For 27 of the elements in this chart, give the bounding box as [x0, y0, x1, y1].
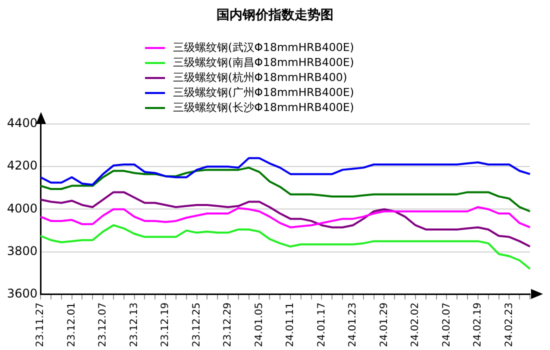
y-tick-label: 4400: [6, 116, 38, 130]
legend-label: 三级螺纹钢(长沙Φ18mmHRB400E): [173, 100, 354, 115]
legend-label: 三级螺纹钢(南昌Φ18mmHRB400E): [173, 55, 354, 70]
legend-label: 三级螺纹钢(广州Φ18mmHRB400E): [173, 85, 354, 100]
x-tick-label: 23.12.01: [66, 302, 78, 347]
x-tick-label: 24.01.29: [378, 302, 390, 347]
x-tick-label: 24.01.17: [316, 302, 328, 347]
x-tick-label: 23.12.13: [128, 302, 140, 347]
legend-label: 三级螺纹钢(杭州Φ18mmHRB400): [173, 70, 348, 85]
x-tick-label: 23.12.19: [160, 302, 172, 347]
x-tick-label: 23.12.25: [191, 302, 202, 347]
y-tick-label: 3600: [6, 286, 38, 301]
x-tick-label: 23.12.07: [98, 302, 109, 347]
x-tick-label: 24.02.19: [472, 302, 484, 347]
x-tick-label: 23.11.27: [35, 302, 46, 347]
x-tick-label: 24.01.05: [254, 302, 265, 347]
y-tick-label: 4000: [6, 201, 38, 216]
x-tick-label: 24.02.02: [410, 302, 422, 347]
x-tick-label: 24.02.07: [441, 302, 452, 347]
x-tick-label: 24.02.23: [504, 302, 515, 347]
y-tick-label: 3800: [6, 244, 38, 258]
x-tick-label: 23.12.29: [222, 302, 234, 347]
x-tick-label: 24.01.23: [348, 302, 359, 347]
y-tick-label: 4200: [6, 158, 38, 173]
legend-label: 三级螺纹钢(武汉Φ18mmHRB400E): [173, 40, 354, 55]
chart-title: 国内钢价指数走势图: [216, 7, 334, 24]
x-tick-label: 24.01.11: [285, 302, 296, 347]
